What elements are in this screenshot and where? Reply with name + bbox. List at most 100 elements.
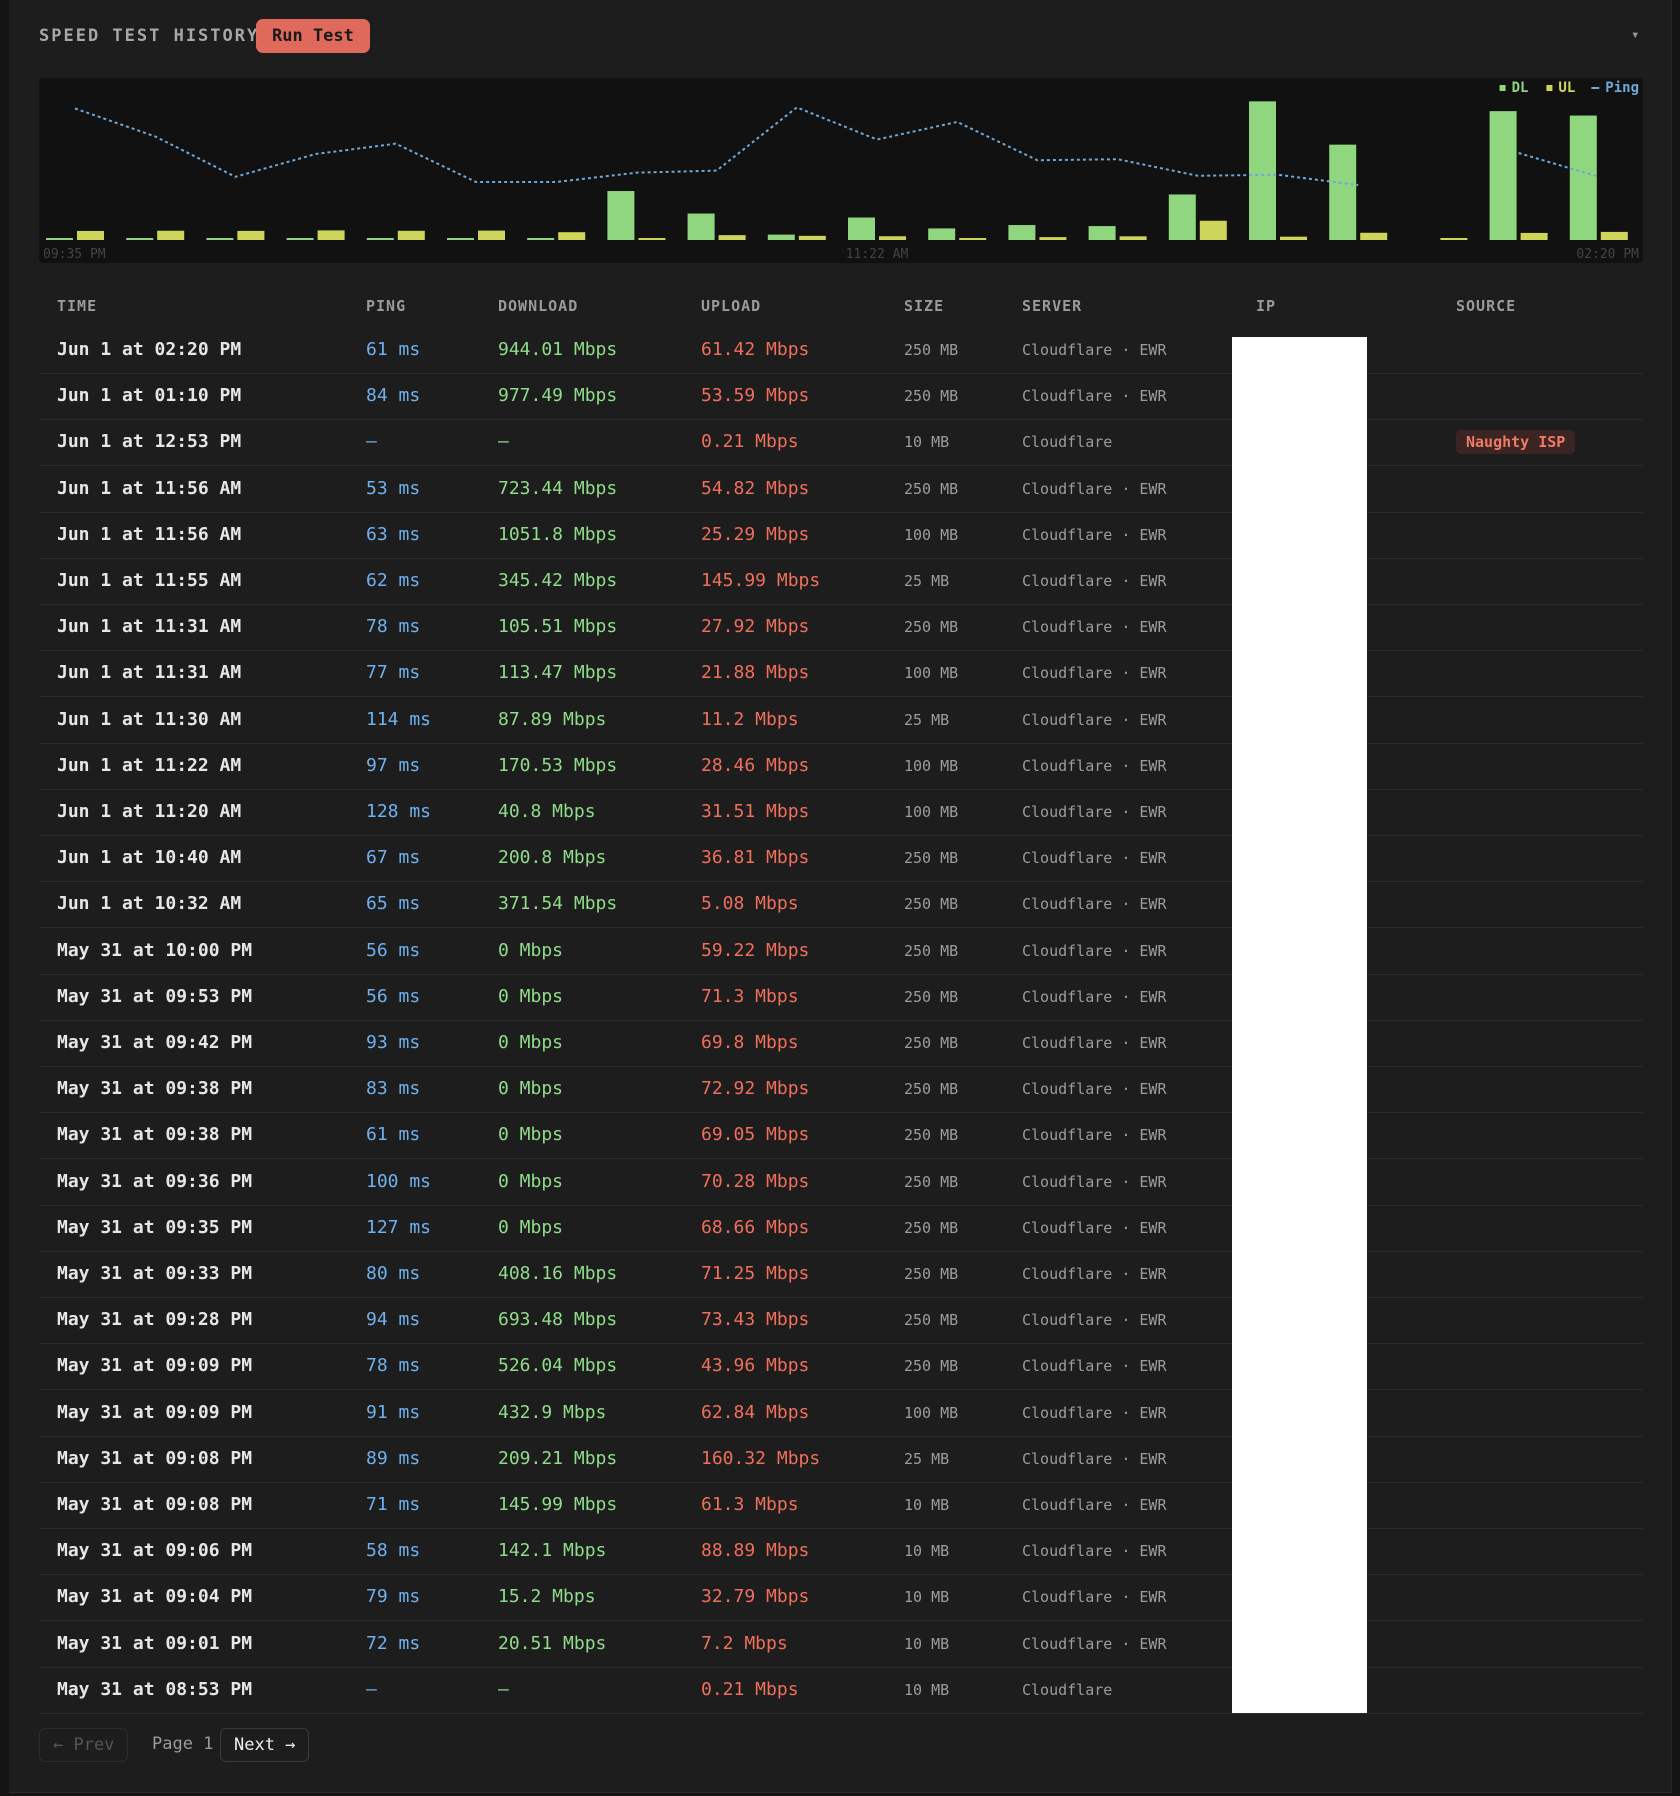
- bar: [848, 217, 875, 240]
- size-cell: 250 MB: [904, 987, 959, 1006]
- server-cell: Cloudflare · EWR: [1022, 1172, 1167, 1191]
- table-row: Jun 1 at 11:56 AM 63 ms 1051.8 Mbps 25.29 M…: [39, 512, 1643, 559]
- bar: [767, 234, 795, 240]
- download-cell: 170.53 Mbps: [498, 754, 618, 776]
- bar: [447, 238, 474, 240]
- server-cell: Cloudflare · EWR: [1022, 1542, 1167, 1561]
- ping-cell: 79 ms: [366, 1586, 421, 1608]
- table-row: May 31 at 09:06 PM 58 ms 142.1 Mbps 88.89 M…: [39, 1528, 1643, 1576]
- size-cell: 10 MB: [904, 1680, 950, 1699]
- column-header: TIME: [57, 297, 98, 315]
- download-cell: 0 Mbps: [498, 1216, 564, 1238]
- page-number: Page 1: [152, 1734, 214, 1754]
- ping-cell: 94 ms: [366, 1309, 421, 1331]
- ping-cell: 91 ms: [366, 1401, 421, 1423]
- column-header: UPLOAD: [701, 297, 762, 315]
- size-cell: 250 MB: [904, 618, 959, 637]
- download-cell: 145.99 Mbps: [498, 1494, 618, 1515]
- bar: [397, 230, 425, 240]
- chart-background: [39, 78, 1643, 263]
- upload-cell: 25.29 Mbps: [701, 523, 810, 545]
- prev-button[interactable]: ← Prev: [39, 1728, 129, 1762]
- size-cell: 100 MB: [904, 756, 959, 775]
- table-row: Jun 1 at 11:31 AM 78 ms 105.51 Mbps 27.92 M…: [39, 604, 1643, 652]
- bar: [638, 238, 666, 240]
- ping-cell: 83 ms: [366, 1078, 421, 1100]
- table-row: May 31 at 09:53 PM 56 ms 0 Mbps 71.3 Mbps 25…: [39, 974, 1643, 1021]
- bar: [1360, 232, 1388, 240]
- upload-cell: 31.51 Mbps: [701, 801, 810, 822]
- column-header: PING: [366, 297, 407, 315]
- time-cell: May 31 at 09:38 PM: [57, 1124, 253, 1146]
- legend-label: Ping: [1605, 80, 1639, 96]
- server-cell: Cloudflare · EWR: [1022, 572, 1167, 590]
- size-cell: 100 MB: [904, 803, 959, 821]
- column-header: SIZE: [904, 297, 945, 315]
- size-cell: 10 MB: [904, 1588, 950, 1607]
- time-cell: Jun 1 at 11:56 AM: [57, 523, 242, 545]
- bar: [1280, 236, 1307, 240]
- bar: [1008, 225, 1036, 240]
- bar: [1088, 226, 1116, 240]
- ping-cell: 58 ms: [366, 1540, 421, 1562]
- server-cell: Cloudflare · EWR: [1022, 1496, 1167, 1514]
- time-cell: May 31 at 10:00 PM: [57, 939, 253, 961]
- size-cell: 250 MB: [904, 1126, 959, 1145]
- time-cell: May 31 at 09:28 PM: [57, 1309, 253, 1331]
- server-cell: Cloudflare · EWR: [1022, 895, 1167, 914]
- bar: [1039, 237, 1067, 240]
- ping-cell: 77 ms: [366, 662, 421, 684]
- time-cell: May 31 at 09:08 PM: [57, 1447, 253, 1469]
- table-row: May 31 at 09:09 PM 78 ms 526.04 Mbps 43.96 …: [39, 1343, 1643, 1391]
- server-cell: Cloudflare · EWR: [1022, 525, 1167, 544]
- upload-cell: 11.2 Mbps: [701, 708, 799, 730]
- upload-cell: 27.92 Mbps: [701, 616, 810, 638]
- ping-cell: 67 ms: [366, 847, 421, 869]
- download-cell: 0 Mbps: [498, 939, 564, 961]
- upload-cell: 54.82 Mbps: [701, 477, 810, 499]
- time-cell: May 31 at 09:33 PM: [57, 1263, 253, 1284]
- server-cell: Cloudflare · EWR: [1022, 1218, 1167, 1237]
- size-cell: 10 MB: [904, 1496, 950, 1514]
- download-cell: 0 Mbps: [498, 1078, 564, 1100]
- upload-cell: 68.66 Mbps: [701, 1216, 810, 1238]
- redacted-ip: [1232, 337, 1367, 1713]
- bar: [1329, 144, 1357, 240]
- size-cell: 100 MB: [904, 664, 959, 683]
- size-cell: 250 MB: [904, 1218, 959, 1237]
- bar: [46, 238, 73, 240]
- ping-cell: 53 ms: [366, 477, 421, 499]
- bar: [558, 232, 586, 240]
- ping-cell: 65 ms: [366, 893, 421, 915]
- time-cell: May 31 at 09:09 PM: [57, 1355, 253, 1377]
- column-header: DOWNLOAD: [498, 297, 579, 315]
- download-cell: 20.51 Mbps: [498, 1632, 607, 1654]
- ping-cell: 78 ms: [366, 616, 421, 638]
- download-cell: 40.8 Mbps: [498, 801, 596, 822]
- next-button[interactable]: Next →: [220, 1728, 310, 1762]
- time-cell: May 31 at 09:36 PM: [57, 1170, 253, 1192]
- ping-cell: 89 ms: [366, 1447, 421, 1469]
- download-cell: 0 Mbps: [498, 1124, 564, 1146]
- upload-cell: 61.42 Mbps: [701, 339, 810, 360]
- column-header: IP: [1256, 297, 1277, 315]
- ping-cell: 61 ms: [366, 1124, 421, 1146]
- time-cell: Jun 1 at 10:32 AM: [57, 893, 242, 915]
- bar: [237, 230, 265, 240]
- upload-cell: 0.21 Mbps: [701, 431, 799, 453]
- collapse-toggle[interactable]: ▾: [1631, 27, 1640, 43]
- source-badge: Naughty ISP: [1456, 430, 1576, 455]
- ping-cell: 61 ms: [366, 339, 421, 360]
- server-cell: Cloudflare · EWR: [1022, 1449, 1167, 1468]
- legend-marker: [1499, 85, 1506, 91]
- legend-label: DL: [1512, 80, 1529, 96]
- table-row: Jun 1 at 11:30 AM 114 ms 87.89 Mbps 11.2 Mb…: [39, 697, 1643, 744]
- size-cell: 25 MB: [904, 710, 950, 729]
- time-cell: Jun 1 at 11:31 AM: [57, 662, 242, 684]
- download-cell: 944.01 Mbps: [498, 339, 618, 360]
- server-cell: Cloudflare · EWR: [1022, 756, 1167, 775]
- bar: [959, 238, 987, 240]
- download-cell: 977.49 Mbps: [498, 385, 618, 407]
- run-test-button[interactable]: Run Test: [256, 19, 370, 53]
- time-cell: May 31 at 09:53 PM: [57, 985, 253, 1007]
